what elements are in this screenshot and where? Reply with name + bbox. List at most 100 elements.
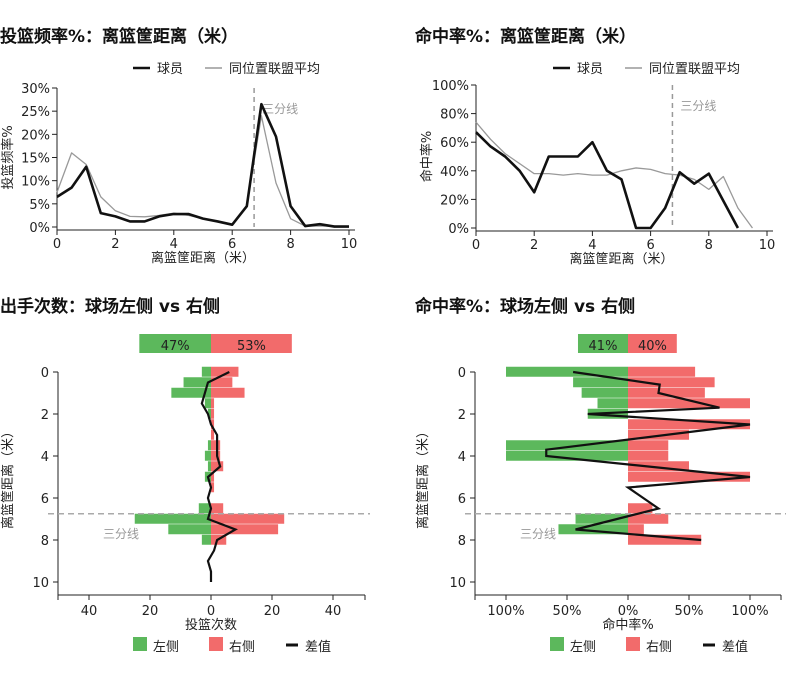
share-bar-left <box>577 334 628 353</box>
diff-line <box>200 371 238 582</box>
legend-right-swatch <box>209 637 223 651</box>
share-bar-right <box>628 334 677 353</box>
bar-left <box>573 377 628 388</box>
bar-right <box>211 461 224 472</box>
x-axis-label: 离篮筐距离（米） <box>569 251 673 267</box>
y-tick-label: 0 <box>41 366 49 381</box>
share-bar-right <box>211 334 292 353</box>
y-tick-label: 10% <box>21 175 50 190</box>
bar-left <box>506 366 628 377</box>
bar-left <box>183 377 211 388</box>
x-axis-label: 离篮筐距离（米） <box>151 250 255 266</box>
x-tick-label: 0 <box>472 238 480 253</box>
bar-left <box>506 450 628 461</box>
x-axis-label: 命中率% <box>602 617 653 633</box>
share-left-label: 47% <box>161 339 190 354</box>
chart-title: 出手次数：球场左侧 vs 右侧 <box>0 296 220 317</box>
bar-right <box>211 377 233 388</box>
legend-player-label: 球员 <box>577 62 603 77</box>
legend-right-label: 右侧 <box>229 640 255 655</box>
y-tick-label: 8 <box>458 534 466 549</box>
bar-left <box>207 440 211 451</box>
x-tick-label: 50% <box>675 604 704 619</box>
bar-right <box>628 398 750 409</box>
y-tick-label: 20% <box>440 193 469 208</box>
bar-right <box>211 419 215 430</box>
series-line-player <box>56 102 349 228</box>
bar-right <box>211 503 224 514</box>
bar-left <box>204 450 211 461</box>
y-tick-label: 20% <box>21 128 50 143</box>
y-tick-label: 10 <box>32 576 49 591</box>
bar-right <box>628 461 689 472</box>
y-tick-label: 8 <box>41 534 49 549</box>
bar-right <box>628 471 750 482</box>
three-point-label: 三分线 <box>520 527 556 541</box>
three-point-label: 三分线 <box>680 99 716 113</box>
bar-right <box>628 534 702 545</box>
legend-player-label: 球员 <box>157 62 183 77</box>
bar-right <box>211 429 215 440</box>
y-tick-label: 0 <box>458 366 466 381</box>
x-tick-label: 0% <box>618 604 639 619</box>
x-tick-label: 2 <box>111 237 119 252</box>
legend-league-label: 同位置联盟平均 <box>229 62 320 77</box>
x-tick-label: 100% <box>487 604 524 619</box>
x-tick-label: 40 <box>81 604 98 619</box>
y-tick-label: 2 <box>458 408 466 423</box>
bar-left <box>198 503 211 514</box>
y-tick-label: 40% <box>440 165 469 180</box>
legend-left-swatch <box>133 637 147 651</box>
three-point-label: 三分线 <box>262 102 298 116</box>
y-axis-label: 命中率% <box>419 131 435 182</box>
bar-right <box>211 398 215 409</box>
bar-right <box>628 503 653 514</box>
share-right-label: 53% <box>237 339 266 354</box>
y-tick-label: 25% <box>21 105 50 120</box>
legend-diff-label: 差值 <box>722 639 748 655</box>
y-tick-label: 0% <box>448 222 469 237</box>
series-line-player <box>475 131 740 230</box>
three-point-label: 三分线 <box>103 527 139 541</box>
bar-right <box>628 524 644 535</box>
bar-left <box>207 408 211 419</box>
bar-left <box>201 534 211 545</box>
legend-league-label: 同位置联盟平均 <box>649 62 740 77</box>
y-axis-label: 离篮筐距离（米） <box>0 425 16 529</box>
x-tick-label: 10 <box>759 238 776 253</box>
y-tick-label: 10 <box>449 576 466 591</box>
x-tick-label: 0 <box>53 237 61 252</box>
x-tick-label: 50% <box>553 604 582 619</box>
y-tick-label: 6 <box>458 492 466 507</box>
y-tick-label: 60% <box>440 136 469 151</box>
bar-left <box>171 387 211 398</box>
chart-title: 命中率%：球场左侧 vs 右侧 <box>414 296 635 317</box>
x-tick-label: 6 <box>646 238 654 253</box>
bar-right <box>211 513 285 524</box>
bar-left <box>558 524 628 535</box>
bar-left <box>201 366 211 377</box>
bar-left <box>204 398 211 409</box>
legend-diff-label: 差值 <box>305 639 331 655</box>
legend-right-swatch <box>626 637 640 651</box>
share-right-label: 40% <box>638 339 667 354</box>
y-tick-label: 2 <box>41 408 49 423</box>
share-left-label: 41% <box>589 339 618 354</box>
y-tick-label: 4 <box>41 450 49 465</box>
legend-left-swatch <box>550 637 564 651</box>
bar-left <box>575 513 628 524</box>
y-tick-label: 100% <box>432 79 469 94</box>
bar-left <box>168 524 211 535</box>
bar-right <box>211 366 239 377</box>
x-axis-label: 投篮次数 <box>185 617 237 633</box>
bar-right <box>628 419 750 430</box>
bar-right <box>628 387 705 398</box>
y-tick-label: 5% <box>29 198 50 213</box>
diff-line <box>545 370 751 542</box>
y-tick-label: 0% <box>29 221 50 236</box>
bar-right <box>211 450 221 461</box>
x-tick-label: 40 <box>325 604 342 619</box>
bar-left <box>506 440 628 451</box>
x-tick-label: 100% <box>731 604 768 619</box>
bar-right <box>628 450 669 461</box>
